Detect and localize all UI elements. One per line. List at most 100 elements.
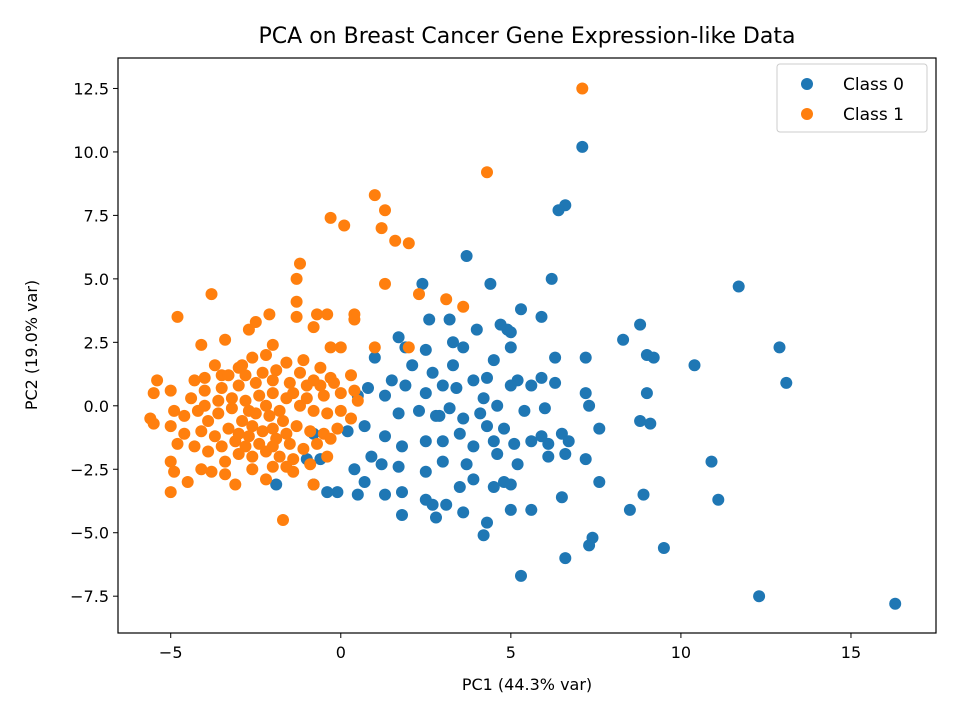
scatter-point-class-0-35 bbox=[447, 359, 459, 372]
scatter-point-class-1-35 bbox=[151, 374, 164, 387]
scatter-point-class-1-78 bbox=[225, 402, 238, 415]
scatter-point-class-1-110 bbox=[324, 432, 337, 445]
scatter-point-class-1-64 bbox=[351, 394, 364, 407]
scatter-point-class-1-21 bbox=[348, 313, 361, 326]
scatter-point-class-1-28 bbox=[195, 338, 208, 351]
y-tick-label: 0.0 bbox=[84, 397, 109, 416]
scatter-point-class-1-11 bbox=[379, 277, 391, 290]
y-tick-label: −7.5 bbox=[70, 587, 109, 606]
scatter-point-class-1-6 bbox=[375, 222, 388, 235]
scatter-point-class-1-12 bbox=[290, 295, 303, 308]
scatter-point-class-1-10 bbox=[290, 272, 303, 285]
scatter-point-class-0-9 bbox=[423, 313, 436, 326]
scatter-point-class-0-77 bbox=[436, 435, 449, 448]
scatter-point-class-0-0 bbox=[576, 140, 589, 153]
scatter-point-class-0-20 bbox=[688, 359, 701, 372]
scatter-point-class-0-94 bbox=[375, 458, 388, 471]
scatter-point-class-1-142 bbox=[205, 465, 218, 478]
scatter-point-class-0-80 bbox=[487, 435, 500, 448]
y-axis-label: PC2 (19.0% var) bbox=[22, 280, 41, 410]
scatter-point-class-1-93 bbox=[263, 409, 276, 422]
scatter-point-class-0-72 bbox=[341, 425, 354, 438]
scatter-point-class-0-30 bbox=[392, 331, 405, 344]
scatter-point-class-0-5 bbox=[484, 277, 497, 290]
scatter-point-class-1-90 bbox=[304, 425, 317, 438]
scatter-point-class-0-110 bbox=[637, 488, 650, 501]
scatter-point-class-0-93 bbox=[392, 460, 405, 473]
scatter-point-class-1-14 bbox=[440, 293, 453, 306]
scatter-point-class-0-40 bbox=[549, 376, 562, 389]
scatter-point-class-0-63 bbox=[433, 409, 446, 422]
scatter-point-class-1-17 bbox=[171, 310, 184, 323]
scatter-point-class-0-44 bbox=[399, 379, 412, 392]
scatter-point-class-1-48 bbox=[246, 463, 259, 476]
x-tick-label: −5 bbox=[159, 643, 183, 662]
scatter-point-class-0-127 bbox=[504, 503, 517, 516]
scatter-point-class-1-125 bbox=[300, 392, 313, 405]
scatter-point-class-0-134 bbox=[351, 488, 364, 501]
scatter-point-class-1-137 bbox=[266, 422, 279, 435]
scatter-point-class-0-90 bbox=[460, 458, 473, 471]
scatter-point-class-0-117 bbox=[515, 569, 527, 582]
scatter-point-class-0-70 bbox=[634, 415, 647, 427]
scatter-point-class-0-53 bbox=[379, 389, 391, 402]
scatter-point-class-1-107 bbox=[283, 437, 296, 450]
scatter-point-class-0-10 bbox=[443, 313, 456, 326]
scatter-point-class-1-25 bbox=[249, 316, 262, 328]
scatter-point-class-1-2 bbox=[368, 189, 381, 202]
scatter-point-class-1-91 bbox=[290, 420, 303, 433]
scatter-point-class-1-70 bbox=[249, 376, 262, 389]
scatter-point-class-1-149 bbox=[188, 374, 201, 387]
scatter-point-class-1-53 bbox=[198, 371, 211, 384]
scatter-point-class-0-113 bbox=[623, 503, 636, 516]
scatter-point-class-1-30 bbox=[334, 341, 347, 354]
scatter-point-class-0-34 bbox=[426, 366, 439, 379]
scatter-point-class-1-84 bbox=[307, 404, 320, 417]
scatter-point-class-0-48 bbox=[477, 392, 490, 405]
scatter-point-class-1-7 bbox=[389, 234, 402, 247]
scatter-point-class-0-95 bbox=[365, 450, 378, 463]
scatter-point-class-0-37 bbox=[481, 371, 493, 384]
scatter-point-class-0-69 bbox=[593, 422, 606, 435]
scatter-point-class-0-87 bbox=[542, 450, 555, 463]
scatter-point-class-0-123 bbox=[426, 498, 439, 511]
legend-label-class-0: Class 0 bbox=[843, 75, 904, 95]
scatter-point-class-1-130 bbox=[270, 364, 283, 377]
scatter-point-class-1-95 bbox=[236, 415, 249, 427]
scatter-point-class-1-147 bbox=[236, 359, 249, 372]
scatter-point-class-0-57 bbox=[443, 402, 456, 415]
scatter-point-class-0-46 bbox=[436, 379, 449, 392]
scatter-point-class-1-131 bbox=[256, 366, 269, 379]
scatter-point-class-0-81 bbox=[508, 437, 521, 450]
scatter-point-class-1-45 bbox=[195, 463, 208, 476]
scatter-point-class-1-42 bbox=[168, 465, 181, 478]
y-tick-label: 2.5 bbox=[84, 333, 109, 352]
scatter-point-class-1-122 bbox=[260, 399, 272, 412]
legend-label-class-1: Class 1 bbox=[843, 105, 904, 125]
scatter-point-class-0-92 bbox=[419, 465, 432, 478]
scatter-point-class-1-138 bbox=[232, 427, 245, 440]
scatter-point-class-0-88 bbox=[511, 458, 524, 471]
scatter-point-class-0-124 bbox=[657, 542, 670, 554]
scatter-point-class-1-49 bbox=[266, 460, 279, 473]
scatter-point-class-0-98 bbox=[379, 488, 391, 501]
scatter-point-class-1-121 bbox=[242, 404, 255, 417]
scatter-point-class-1-58 bbox=[280, 356, 293, 369]
legend-marker-class-1 bbox=[801, 108, 813, 120]
scatter-point-class-0-126 bbox=[889, 597, 902, 610]
chart-title: PCA on Breast Cancer Gene Expression-lik… bbox=[259, 24, 796, 49]
x-tick-label: 10 bbox=[671, 643, 691, 662]
scatter-point-class-1-73 bbox=[198, 384, 211, 397]
scatter-point-class-0-47 bbox=[450, 382, 463, 394]
scatter-point-class-1-57 bbox=[260, 349, 272, 361]
scatter-point-class-0-45 bbox=[419, 387, 432, 400]
scatter-point-class-0-74 bbox=[379, 430, 391, 443]
scatter-point-class-0-36 bbox=[467, 374, 480, 387]
scatter-point-class-0-18 bbox=[773, 341, 786, 354]
scatter-point-class-1-72 bbox=[215, 382, 228, 394]
scatter-point-class-0-29 bbox=[419, 343, 432, 356]
scatter-point-class-0-23 bbox=[579, 351, 592, 364]
scatter-point-class-0-109 bbox=[593, 476, 606, 488]
scatter-point-class-1-40 bbox=[171, 437, 184, 450]
scatter-point-class-0-118 bbox=[477, 529, 490, 542]
